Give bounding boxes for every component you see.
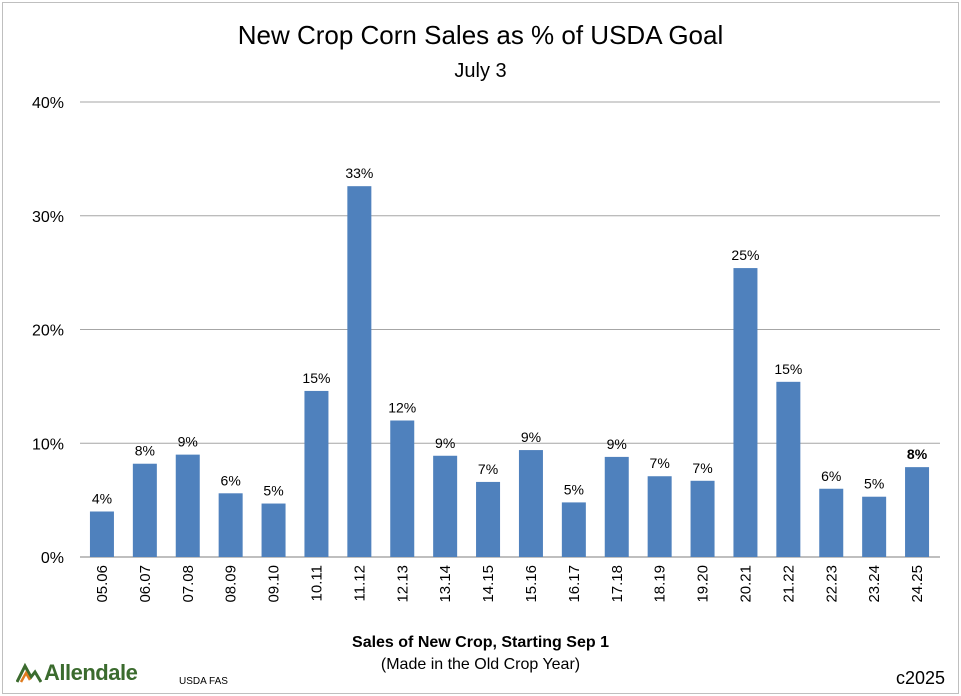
x-tick-label: 19.20: [695, 565, 712, 603]
bar-10.11: [304, 390, 329, 557]
x-axis-title: Sales of New Crop, Starting Sep 1: [352, 634, 609, 651]
bar-14.15: [476, 481, 501, 557]
data-label: 12%: [388, 400, 416, 416]
bar-22.23: [819, 488, 844, 557]
bar-21.22: [776, 381, 801, 557]
data-label: 15%: [302, 370, 330, 386]
x-tick-label: 15.16: [523, 565, 540, 603]
data-label: 15%: [774, 361, 802, 377]
bar-11.12: [347, 186, 372, 558]
data-label: 9%: [607, 436, 627, 452]
bar-16.17: [561, 502, 586, 557]
bar-12.13: [390, 420, 415, 557]
x-tick-label: 16.17: [566, 565, 583, 603]
x-tick-label: 08.09: [223, 565, 240, 603]
data-label: 33%: [345, 165, 373, 181]
data-label: 6%: [221, 472, 241, 488]
x-tick-label: 22.23: [823, 565, 840, 603]
x-tick-label: 11.12: [351, 565, 368, 601]
chart-title: New Crop Corn Sales as % of USDA Goal: [237, 20, 724, 50]
x-tick-label: 07.08: [180, 565, 197, 603]
copyright: c2025: [895, 668, 945, 688]
bar-19.20: [690, 480, 715, 557]
x-tick-label: 10.11: [308, 565, 325, 601]
y-tick-label: 10%: [32, 436, 64, 453]
data-label: 8%: [135, 443, 155, 459]
x-tick-label: 14.15: [480, 565, 497, 603]
bar-13.14: [433, 455, 458, 557]
bar-18.19: [647, 476, 672, 557]
x-tick-label: 09.10: [266, 565, 283, 603]
x-tick-label: 13.14: [437, 565, 454, 603]
data-label: 5%: [263, 483, 283, 499]
y-tick-label: 0%: [41, 550, 64, 567]
x-tick-label: 06.07: [137, 565, 154, 603]
bar-07.08: [175, 454, 200, 557]
x-tick-label: 12.13: [394, 565, 411, 603]
bar-24.25: [905, 467, 930, 557]
y-tick-label: 20%: [32, 323, 64, 340]
data-label: 9%: [521, 429, 541, 445]
x-tick-label: 18.19: [652, 565, 669, 603]
x-tick-label: 23.24: [866, 565, 883, 603]
data-label: 25%: [731, 247, 759, 263]
allendale-logo-icon: [16, 662, 42, 683]
data-label: 7%: [650, 455, 670, 471]
bar-08.09: [218, 493, 243, 557]
bar-20.21: [733, 268, 758, 557]
x-tick-label: 05.06: [94, 565, 111, 603]
bar-15.16: [518, 450, 543, 557]
data-label: 5%: [864, 476, 884, 492]
bar-05.06: [89, 511, 114, 557]
logo-text: Allendale: [44, 660, 138, 685]
y-tick-label: 30%: [32, 209, 64, 226]
x-tick-label: 17.18: [609, 565, 626, 603]
data-label: 6%: [821, 468, 841, 484]
x-tick-label: 21.22: [780, 565, 797, 603]
data-label: 9%: [178, 434, 198, 450]
x-axis-subtitle: (Made in the Old Crop Year): [380, 656, 581, 673]
source-note: USDA FAS: [179, 676, 228, 687]
data-label: 9%: [435, 435, 455, 451]
bar-09.10: [261, 503, 286, 557]
bar-23.24: [862, 496, 887, 557]
y-tick-label: 40%: [32, 95, 64, 112]
x-tick-label: 24.25: [909, 565, 926, 603]
data-label: 5%: [564, 481, 584, 497]
allendale-logo: Allendale: [16, 660, 138, 686]
x-tick-label: 20.21: [737, 565, 754, 603]
data-label: 4%: [92, 491, 112, 507]
data-label: 7%: [478, 461, 498, 477]
data-label: 7%: [692, 460, 712, 476]
chart-subtitle: July 3: [454, 60, 507, 82]
bar-06.07: [132, 463, 157, 557]
bar-17.18: [604, 456, 629, 557]
data-label: 8%: [907, 446, 928, 462]
